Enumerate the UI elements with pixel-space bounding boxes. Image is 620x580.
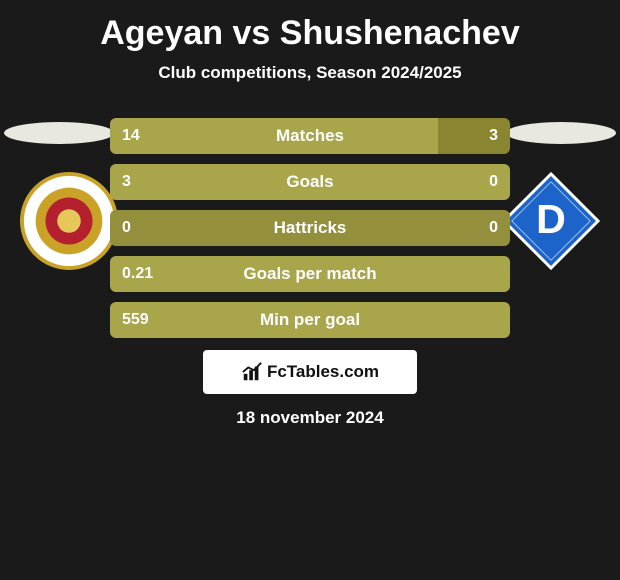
- date-label: 18 november 2024: [0, 408, 620, 428]
- fctables-badge[interactable]: FcTables.com: [203, 350, 417, 394]
- stat-value-right: 0: [489, 210, 498, 246]
- stat-value-left: 14: [122, 118, 140, 154]
- page-subtitle: Club competitions, Season 2024/2025: [0, 63, 620, 83]
- page-title: Ageyan vs Shushenachev: [0, 0, 620, 53]
- shadow-ellipse-right: [506, 122, 616, 144]
- comparison-card: Ageyan vs Shushenachev Club competitions…: [0, 0, 620, 580]
- stat-value-left: 0: [122, 210, 131, 246]
- stat-bar-left: [110, 210, 510, 246]
- stat-bar-left: [110, 302, 510, 338]
- ufa-crest-icon: [20, 172, 118, 270]
- left-team-crest: [20, 172, 118, 270]
- chart-icon: [241, 361, 263, 383]
- stat-row: Min per goal559: [110, 302, 510, 338]
- stat-value-left: 559: [122, 302, 149, 338]
- stat-value-left: 0.21: [122, 256, 153, 292]
- stat-bar-left: [110, 118, 438, 154]
- stat-row: Matches143: [110, 118, 510, 154]
- stat-row: Hattricks00: [110, 210, 510, 246]
- stat-bar-left: [110, 256, 510, 292]
- fctables-label: FcTables.com: [267, 362, 379, 382]
- stat-row: Goals per match0.21: [110, 256, 510, 292]
- shadow-ellipse-left: [4, 122, 114, 144]
- stat-bar-right: [438, 118, 510, 154]
- svg-text:D: D: [536, 196, 566, 242]
- stat-row: Goals30: [110, 164, 510, 200]
- stat-value-right: 3: [489, 118, 498, 154]
- dynamo-crest-icon: D: [502, 172, 600, 270]
- right-team-crest: D: [502, 172, 600, 270]
- stat-bar-left: [110, 164, 510, 200]
- stat-value-left: 3: [122, 164, 131, 200]
- stat-value-right: 0: [489, 164, 498, 200]
- stat-rows: Matches143Goals30Hattricks00Goals per ma…: [110, 118, 510, 348]
